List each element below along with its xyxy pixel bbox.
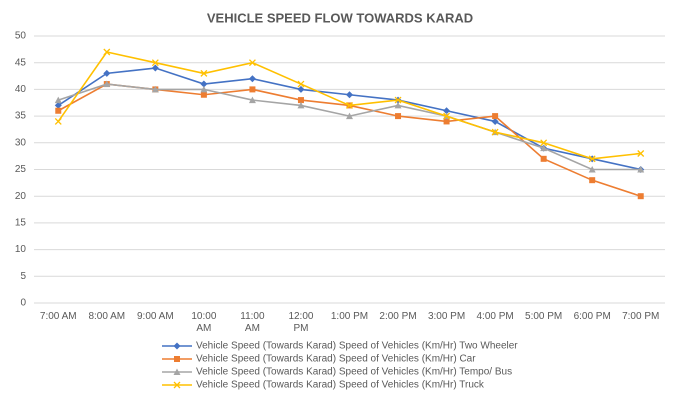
- marker: [540, 155, 547, 162]
- marker: [491, 117, 499, 125]
- marker: [346, 91, 353, 99]
- marker: [200, 85, 208, 93]
- marker: [248, 75, 256, 83]
- marker: [200, 69, 208, 77]
- legend-label: Vehicle Speed (Towards Karad) Speed of V…: [196, 354, 476, 365]
- y-tick-label: 35: [15, 111, 27, 122]
- marker: [395, 113, 402, 120]
- marker: [443, 112, 451, 120]
- x-tick-label: 8:00 AM: [88, 311, 126, 322]
- marker: [443, 107, 451, 115]
- marker: [55, 107, 62, 114]
- series-line: [57, 83, 641, 197]
- marker: [297, 85, 305, 93]
- y-tick-label: 20: [15, 191, 27, 202]
- marker: [200, 80, 208, 88]
- x-tick-label: 5:00 PM: [525, 311, 563, 322]
- marker: [297, 101, 305, 109]
- marker: [492, 113, 499, 120]
- x-tick-label: 7:00 PM: [622, 311, 660, 322]
- marker: [540, 139, 548, 147]
- x-tick-label: 2:00 PM: [379, 311, 417, 322]
- marker: [394, 96, 402, 104]
- legend-label: Vehicle Speed (Towards Karad) Speed of V…: [196, 367, 512, 378]
- marker: [54, 96, 62, 104]
- x-tick-label: 3:00 PM: [427, 311, 466, 322]
- x-tick-label: 6:00 PM: [573, 311, 611, 322]
- marker: [173, 342, 181, 350]
- marker: [173, 368, 181, 375]
- marker: [54, 101, 62, 109]
- x-tick-label: 9:00 AM: [136, 311, 174, 322]
- x-tick-label: 7:00 AM: [39, 311, 77, 322]
- marker: [151, 64, 159, 72]
- marker: [151, 85, 159, 93]
- y-tick-label: 45: [15, 57, 27, 68]
- y-tick-label: 50: [15, 31, 27, 42]
- marker: [200, 91, 207, 98]
- y-tick-label: 40: [15, 84, 27, 95]
- marker: [637, 166, 645, 173]
- marker: [248, 59, 256, 67]
- legend-label: Vehicle Speed (Towards Karad) Speed of V…: [196, 380, 485, 391]
- x-tick-label: 1:00 PM: [330, 311, 369, 322]
- marker: [589, 177, 596, 184]
- marker: [297, 80, 305, 88]
- marker: [103, 69, 111, 77]
- marker: [103, 48, 111, 56]
- x-tick-label: 11:00 AM: [240, 311, 265, 334]
- marker: [174, 356, 180, 362]
- marker: [173, 381, 181, 389]
- y-tick-label: 25: [15, 164, 27, 175]
- marker: [103, 80, 111, 88]
- marker: [637, 150, 645, 157]
- marker: [540, 144, 548, 152]
- marker: [394, 101, 402, 109]
- marker: [54, 117, 62, 125]
- y-tick-label: 0: [20, 298, 26, 309]
- x-tick-label: 12:00 PM: [288, 311, 314, 334]
- x-tick-label: 4:00 PM: [476, 311, 514, 322]
- x-tick-label: 10:00 AM: [191, 311, 217, 334]
- marker: [248, 96, 256, 104]
- marker: [151, 59, 159, 67]
- marker: [346, 112, 353, 120]
- marker: [297, 97, 304, 104]
- marker: [491, 128, 499, 136]
- chart-title: VEHICLE SPEED FLOW TOWARDS KARAD: [207, 10, 473, 25]
- marker: [249, 86, 256, 93]
- legend-label: Vehicle Speed (Towards Karad) Speed of V…: [196, 341, 518, 352]
- marker: [346, 101, 353, 109]
- marker: [443, 118, 450, 125]
- marker: [588, 155, 596, 163]
- y-tick-label: 15: [15, 218, 27, 229]
- y-tick-label: 10: [15, 244, 27, 255]
- y-tick-label: 30: [15, 137, 27, 148]
- marker: [637, 193, 644, 200]
- y-tick-label: 5: [20, 271, 26, 282]
- marker: [588, 166, 596, 173]
